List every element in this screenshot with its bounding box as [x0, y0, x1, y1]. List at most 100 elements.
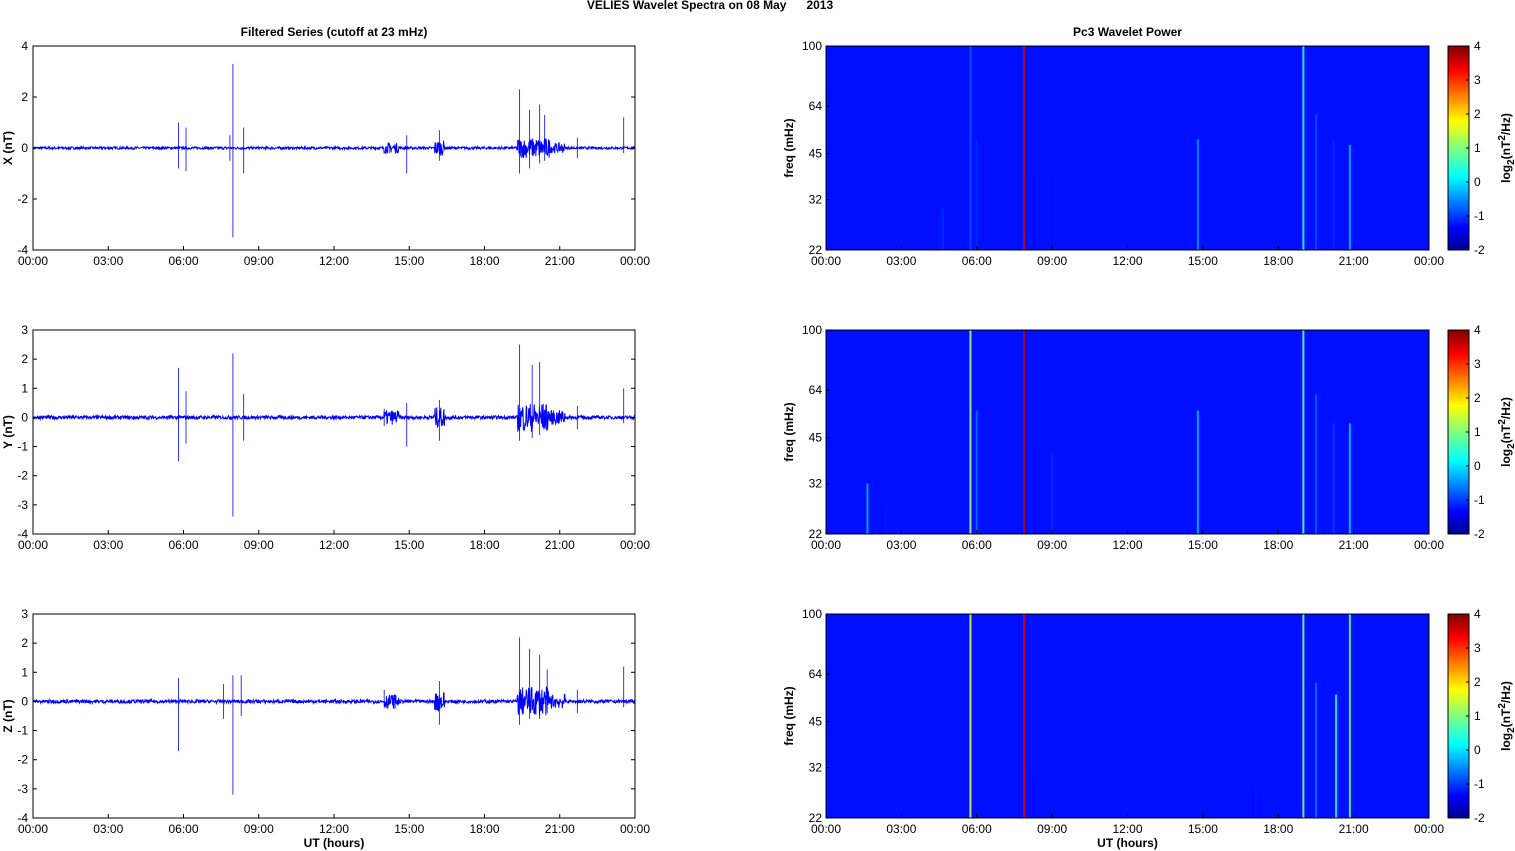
colorbar-tick-label: 1 — [1474, 425, 1481, 439]
x-tick-label: 09:00 — [1037, 538, 1067, 552]
wavelet-y-streak — [969, 330, 972, 534]
wavelet-y-background — [826, 330, 1429, 534]
y-tick-label: 0 — [21, 694, 28, 708]
wavelet-z-streak — [1259, 795, 1262, 818]
colorbar-gradient — [1447, 329, 1470, 535]
y-tick-label: 32 — [809, 761, 823, 775]
x-tick-label: 00:00 — [18, 538, 48, 552]
wavelet-z-streak — [969, 614, 972, 818]
y-tick-label: 2 — [21, 352, 28, 366]
y-tick-label: -4 — [17, 243, 28, 257]
wavelet-z-streak — [1033, 776, 1036, 818]
x-tick-label: 09:00 — [244, 822, 274, 836]
x-tick-label: 18:00 — [1263, 822, 1293, 836]
x-tick-label: 06:00 — [168, 254, 198, 268]
x-tick-label: 18:00 — [1263, 254, 1293, 268]
y-tick-label: 45 — [809, 715, 823, 729]
filtered-x-panel: -4 -2 0 2 4 00:00 03:00 06:00 09:00 12:00 15:00 18:… — [1, 25, 650, 268]
x-tick-label: 09:00 — [244, 538, 274, 552]
filtered-y-trace — [32, 403, 636, 432]
filtered-z-ylabel: Z (nT) — [1, 699, 15, 732]
y-tick-label: 3 — [21, 323, 28, 337]
y-tick-label: 22 — [809, 527, 823, 541]
wavelet-y-colorbar: -2 -1 0 1 2 3 4 log2(nT2/Hz) — [1447, 323, 1515, 541]
y-tick-label: 3 — [21, 607, 28, 621]
y-tick-label: 22 — [809, 811, 823, 825]
y-tick-label: 45 — [809, 431, 823, 445]
colorbar-tick-label: 2 — [1474, 391, 1481, 405]
colorbar-tick-label: 4 — [1474, 607, 1481, 621]
x-tick-label: 12:00 — [1112, 538, 1142, 552]
x-tick-label: 12:00 — [1112, 254, 1142, 268]
wavelet-z-streak — [1252, 785, 1255, 818]
wavelet-x-colorbar: -2 -1 0 1 2 3 4 log2(nT2/Hz) — [1447, 39, 1515, 257]
y-tick-label: 0 — [21, 410, 28, 424]
filtered-y-panel: -4 -3 -2 -1 0 1 2 3 00:00 03:00 06:00 09:00 12:00 15:… — [1, 323, 650, 552]
colorbar-label: log2(nT2/Hz) — [1497, 113, 1515, 183]
x-tick-label: 21:00 — [545, 822, 575, 836]
x-tick-label: 03:00 — [93, 822, 123, 836]
x-tick-label: 21:00 — [1339, 822, 1369, 836]
x-tick-label: 09:00 — [244, 254, 274, 268]
x-tick-label: 21:00 — [545, 254, 575, 268]
wavelet-z-streak — [1335, 694, 1338, 818]
colorbar-tick-label: 2 — [1474, 675, 1481, 689]
wavelet-y-streak — [866, 483, 869, 534]
colorbar-label: log2(nT2/Hz) — [1497, 681, 1515, 751]
wavelet-x-streak — [1022, 46, 1025, 250]
wavelet-x-streak — [941, 208, 944, 250]
y-tick-label: 32 — [809, 193, 823, 207]
filtered-x-trace — [32, 138, 636, 159]
x-tick-label: 03:00 — [886, 822, 916, 836]
x-tick-label: 06:00 — [168, 822, 198, 836]
x-tick-label: 03:00 — [93, 254, 123, 268]
y-tick-label: 2 — [21, 636, 28, 650]
y-tick-label: 0 — [21, 141, 28, 155]
colorbar-tick-label: -1 — [1474, 493, 1485, 507]
colorbar-tick-label: 3 — [1474, 641, 1481, 655]
x-tick-label: 18:00 — [469, 822, 499, 836]
y-tick-label: -3 — [17, 782, 28, 796]
colorbar-tick-label: 4 — [1474, 323, 1481, 337]
wavelet-y-ylabel: freq (mHz) — [782, 402, 796, 461]
wavelet-x-streak — [975, 139, 978, 250]
wavelet-z-background — [826, 614, 1429, 818]
x-tick-label: 15:00 — [394, 538, 424, 552]
x-tick-label: 06:00 — [168, 538, 198, 552]
y-tick-label: 45 — [809, 147, 823, 161]
wavelet-x-streak — [1314, 114, 1317, 250]
x-tick-label: 06:00 — [962, 254, 992, 268]
wavelet-x-background — [826, 46, 1429, 250]
x-tick-label: 00:00 — [620, 822, 650, 836]
figure-title: VELIES Wavelet Spectra on 08 May 2013 — [587, 0, 834, 12]
wavelet-y-streak — [1348, 423, 1351, 534]
colorbar-tick-label: -1 — [1474, 777, 1485, 791]
x-tick-label: 09:00 — [1037, 254, 1067, 268]
x-tick-label: 00:00 — [1414, 254, 1444, 268]
colorbar-tick-label: 1 — [1474, 709, 1481, 723]
x-tick-label: 00:00 — [18, 254, 48, 268]
colorbar-tick-label: 0 — [1474, 459, 1481, 473]
x-tick-label: 03:00 — [886, 538, 916, 552]
y-tick-label: 100 — [802, 323, 822, 337]
filtered-z-xlabel: UT (hours) — [304, 836, 365, 850]
y-tick-label: 22 — [809, 243, 823, 257]
colorbar-tick-label: -1 — [1474, 209, 1485, 223]
y-tick-label: -3 — [17, 498, 28, 512]
y-tick-label: 64 — [809, 667, 823, 681]
wavelet-x-streak — [1348, 144, 1351, 250]
y-tick-label: 100 — [802, 39, 822, 53]
y-tick-label: 2 — [21, 90, 28, 104]
filtered-y-ylabel: Y (nT) — [1, 415, 15, 449]
wavelet-y-streak — [1051, 453, 1054, 534]
y-tick-label: -4 — [17, 811, 28, 825]
y-tick-label: -2 — [17, 753, 28, 767]
wavelet-x-title: Pc3 Wavelet Power — [1073, 25, 1182, 39]
x-tick-label: 15:00 — [1188, 538, 1218, 552]
x-tick-label: 00:00 — [1414, 822, 1444, 836]
x-tick-label: 12:00 — [319, 822, 349, 836]
wavelet-y-streak — [1196, 410, 1199, 534]
colorbar-tick-label: 2 — [1474, 107, 1481, 121]
wavelet-z-xlabel: UT (hours) — [1097, 836, 1158, 850]
